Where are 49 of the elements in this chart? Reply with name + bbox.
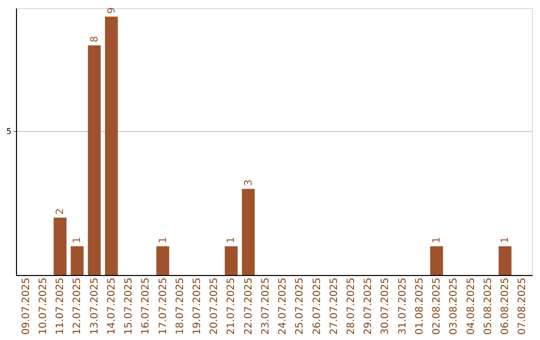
x-tick-label: 27.07.2025 <box>328 278 340 335</box>
x-tick-label: 05.08.2025 <box>482 278 494 335</box>
x-tick-label: 04.08.2025 <box>466 278 477 335</box>
data-label: 9 <box>106 7 118 14</box>
x-tick-label: 17.07.2025 <box>158 278 169 335</box>
x-tick-label: 16.07.2025 <box>140 278 152 335</box>
x-tick-label: 24.07.2025 <box>278 278 289 335</box>
bar <box>498 246 512 275</box>
x-tick-label: 12.07.2025 <box>72 278 84 335</box>
x-tick-label: 11.07.2025 <box>55 278 66 335</box>
y-tick-label: 5 <box>6 126 12 136</box>
bar <box>242 188 255 275</box>
data-label: 1 <box>158 236 169 244</box>
bar <box>88 45 101 275</box>
x-tick-label: 26.07.2025 <box>312 278 323 335</box>
x-tick-label: 10.07.2025 <box>38 278 49 335</box>
bar <box>430 246 444 275</box>
x-tick-label: 07.08.2025 <box>517 278 528 335</box>
x-tick-label: 23.07.2025 <box>260 278 272 335</box>
data-label: 3 <box>243 179 254 186</box>
x-tick-label: 01.08.2025 <box>414 278 426 335</box>
x-tick-label: 22.07.2025 <box>243 278 254 335</box>
bar <box>70 246 84 275</box>
x-tick-label: 21.07.2025 <box>226 278 238 335</box>
x-tick-label: 06.08.2025 <box>500 278 512 335</box>
x-tick-label: 14.07.2025 <box>106 278 118 335</box>
data-label: 8 <box>89 36 100 42</box>
x-tick-label: 15.07.2025 <box>124 278 135 335</box>
data-label: 1 <box>500 236 512 244</box>
x-tick-label: 09.07.2025 <box>20 278 32 335</box>
x-tick-label: 25.07.2025 <box>294 278 306 335</box>
x-tick-label: 13.07.2025 <box>89 278 100 335</box>
data-label: 2 <box>55 208 66 215</box>
x-tick-label: 29.07.2025 <box>363 278 374 335</box>
bar <box>224 246 238 275</box>
x-tick-label: 31.07.2025 <box>397 278 408 335</box>
x-tick-label: 28.07.2025 <box>346 278 358 335</box>
x-tick-label: 03.08.2025 <box>448 278 460 335</box>
x-tick-label: 18.07.2025 <box>174 278 186 335</box>
bar <box>54 218 66 275</box>
bar <box>104 16 118 275</box>
x-tick-label: 19.07.2025 <box>192 278 203 335</box>
data-label: 1 <box>432 236 443 244</box>
data-label: 1 <box>226 236 238 244</box>
x-tick-label: 30.07.2025 <box>380 278 392 335</box>
bar <box>156 246 170 275</box>
x-tick-label: 02.08.2025 <box>432 278 443 335</box>
x-tick-label: 20.07.2025 <box>209 278 220 335</box>
data-label: 1 <box>72 236 84 244</box>
